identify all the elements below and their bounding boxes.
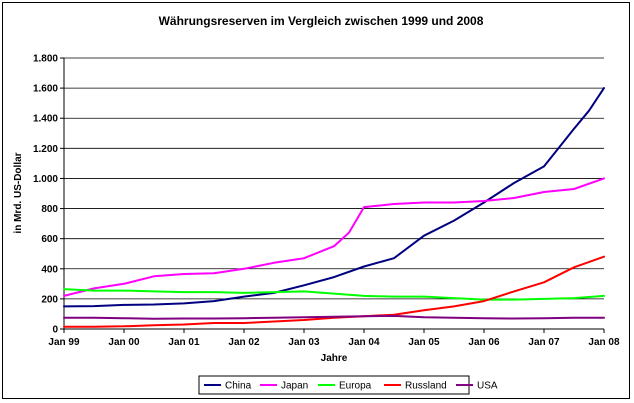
x-axis-title: Jahre: [321, 353, 348, 364]
chart-title: Währungsreserven im Vergleich zwischen 1…: [159, 14, 484, 28]
y-tick-label: 0: [52, 325, 58, 336]
x-tick-label: Jan 06: [468, 337, 500, 348]
legend-label-japan: Japan: [281, 381, 308, 392]
series-lines: [63, 87, 605, 328]
x-tick-label: Jan 03: [288, 337, 320, 348]
line-chart: Währungsreserven im Vergleich zwischen 1…: [13, 14, 620, 395]
legend-label-china: China: [225, 381, 252, 392]
legend-label-europa: Europa: [339, 381, 372, 392]
y-tick-label: 1.400: [33, 114, 58, 125]
x-tick-label: Jan 07: [528, 337, 560, 348]
y-tick-label: 1.000: [33, 174, 58, 185]
axes: 0 200 400 600 800 1.000 1.200 1.400 1.600 1.800 Ja…: [33, 54, 620, 349]
y-tick-label: 1.800: [33, 54, 58, 65]
series-line-europa: [63, 288, 605, 301]
y-tick-label: 400: [41, 264, 58, 275]
x-tick-label: Jan 02: [228, 337, 260, 348]
chart-frame: Währungsreserven im Vergleich zwischen 1…: [2, 2, 630, 399]
y-tick-label: 1.600: [33, 84, 58, 95]
y-tick-label: 600: [41, 234, 58, 245]
grid-lines: [64, 57, 604, 300]
legend-label-russland: Russland: [405, 381, 447, 392]
y-tick-label: 200: [41, 294, 58, 305]
legend: China Japan Europa Russland USA: [204, 381, 498, 392]
y-tick-label: 1.200: [33, 144, 58, 155]
y-tick-label: 800: [41, 204, 58, 215]
series-line-china: [63, 87, 605, 308]
x-tick-label: Jan 08: [588, 337, 620, 348]
x-tick-label: Jan 99: [48, 337, 80, 348]
legend-label-usa: USA: [477, 381, 498, 392]
series-line-japan: [63, 177, 605, 297]
x-tick-label: Jan 00: [108, 337, 140, 348]
x-tick-label: Jan 01: [168, 337, 200, 348]
x-tick-label: Jan 04: [348, 337, 380, 348]
series-line-usa: [63, 314, 605, 320]
x-tick-label: Jan 05: [408, 337, 440, 348]
y-axis-title: in Mrd. US-Dollar: [13, 152, 24, 233]
